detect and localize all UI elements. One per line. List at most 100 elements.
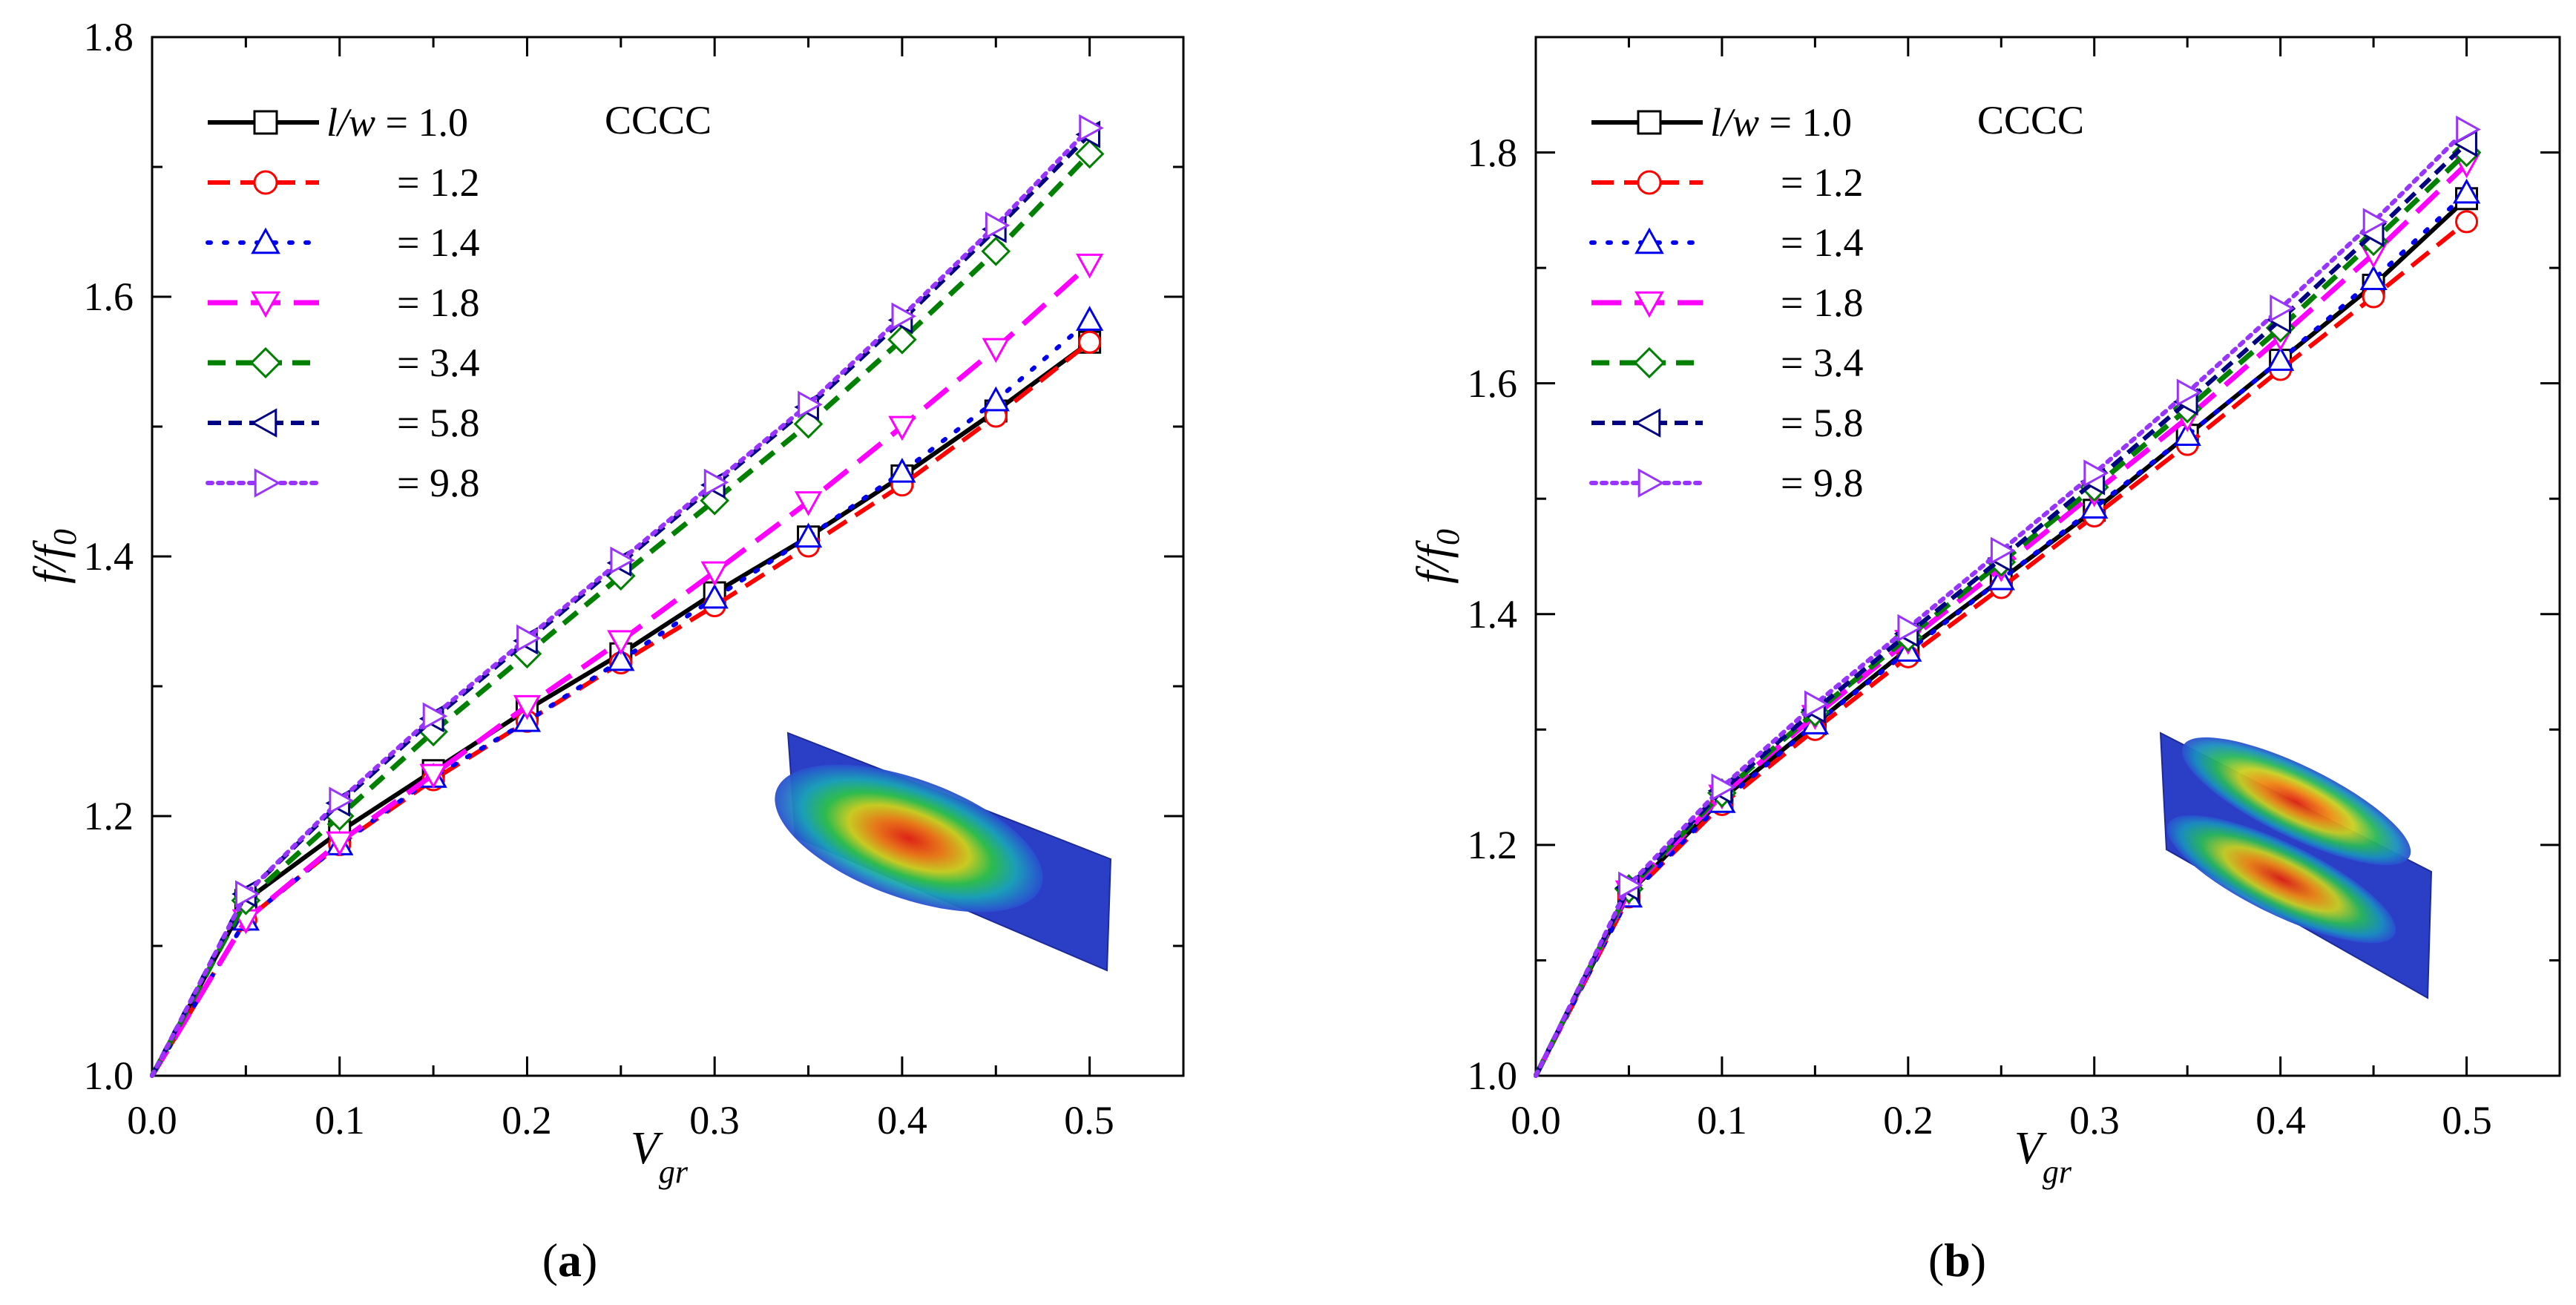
data-point-marker xyxy=(2456,115,2481,144)
y-tick-label: 1.4 xyxy=(1468,592,1518,637)
data-point-marker xyxy=(2176,378,2202,407)
y-tick-label: 1.8 xyxy=(84,15,134,59)
y-tick-label: 1.4 xyxy=(84,534,134,579)
legend-label: l/w = 1.0 xyxy=(1710,100,1852,145)
data-point-marker xyxy=(1075,253,1104,279)
y-axis-label: f/f0 xyxy=(1408,529,1466,584)
series-line xyxy=(150,125,1092,1078)
data-point-marker xyxy=(703,468,729,496)
legend-label: = 1.2 xyxy=(1781,160,1863,205)
boundary-condition-label: CCCC xyxy=(1977,98,2084,142)
legend: l/w = 1.0 = 1.2 = 1.4 = 1.8 = 3.4 = 5.8 = 9.8 xyxy=(1589,100,1863,505)
data-point-marker xyxy=(982,338,1010,364)
x-tick-label: 0.4 xyxy=(2255,1098,2306,1143)
panel-label: (b) xyxy=(1928,1234,1986,1286)
series-3.4 xyxy=(149,139,1105,1077)
legend-marker xyxy=(249,346,282,379)
data-point-marker xyxy=(985,211,1011,240)
x-tick-label: 0.3 xyxy=(689,1098,740,1143)
legend-marker xyxy=(1637,468,1665,498)
legend-item: = 5.8 xyxy=(1591,401,1863,445)
legend-item: = 3.4 xyxy=(208,341,479,385)
legend-item: = 1.8 xyxy=(208,280,479,325)
mode-shape-inset xyxy=(2159,732,2433,999)
x-tick-label: 0.0 xyxy=(127,1098,177,1143)
y-axis-ticklabels: 1.0 1.2 1.4 1.6 1.8 xyxy=(84,15,134,1098)
data-point-marker xyxy=(516,624,542,652)
x-axis-ticklabels: 0.0 0.1 0.2 0.3 0.4 0.5 xyxy=(1511,1098,2492,1143)
legend-label: = 1.4 xyxy=(397,220,479,265)
data-point-marker xyxy=(794,522,823,548)
legend-item: = 1.2 xyxy=(208,160,479,205)
legend-marker xyxy=(253,170,278,195)
legend-marker xyxy=(1637,170,1662,195)
legend-item: = 3.4 xyxy=(1591,341,1863,385)
y-tick-label: 1.8 xyxy=(1468,131,1518,175)
boundary-condition-label: CCCC xyxy=(605,98,712,142)
x-tick-label: 0.2 xyxy=(1883,1098,1933,1143)
axes-ticks xyxy=(151,36,1185,1077)
data-point-marker xyxy=(513,694,542,720)
legend-marker xyxy=(1634,408,1661,438)
data-point-marker xyxy=(982,386,1010,412)
data-point-marker xyxy=(1075,306,1104,331)
data-point-marker xyxy=(422,702,448,730)
plot-frame xyxy=(1534,36,2561,1077)
data-point-marker xyxy=(2455,210,2479,234)
legend-marker xyxy=(1633,346,1666,379)
y-tick-label: 1.2 xyxy=(1468,823,1518,867)
legend-label: = 1.4 xyxy=(1781,220,1863,265)
legend-item: = 1.8 xyxy=(1591,280,1863,325)
data-point-marker xyxy=(700,583,729,609)
series-line xyxy=(150,133,1091,1077)
x-tick-label: 0.4 xyxy=(877,1098,927,1143)
legend-label: l/w = 1.0 xyxy=(326,100,468,145)
series-1.2 xyxy=(150,330,1102,1077)
y-tick-label: 1.0 xyxy=(84,1053,134,1098)
data-point-marker xyxy=(2266,346,2295,371)
data-point-marker xyxy=(234,880,260,908)
data-point-marker xyxy=(887,324,917,355)
data-point-marker xyxy=(2452,178,2481,204)
legend-label: = 1.2 xyxy=(397,160,479,205)
legend-label: = 3.4 xyxy=(1781,341,1863,385)
x-tick-label: 0.3 xyxy=(2069,1098,2120,1143)
series-line xyxy=(150,340,1091,1077)
legend-item: = 9.8 xyxy=(1589,461,1863,505)
data-point-marker xyxy=(2270,294,2295,323)
x-axis-label: Vgr xyxy=(2014,1123,2072,1190)
data-point-marker xyxy=(513,707,542,732)
data-point-marker xyxy=(329,786,354,815)
mode-shape-inset xyxy=(775,732,1112,972)
data-point-marker xyxy=(2362,208,2388,236)
legend-marker xyxy=(1634,227,1664,254)
y-tick-label: 1.2 xyxy=(84,794,134,838)
series-9.8 xyxy=(1534,115,2481,1078)
legend-marker xyxy=(254,468,281,498)
legend: l/w = 1.0 = 1.2 = 1.4 = 1.8 = 3.4 = 5.8 = 9.8 xyxy=(206,100,479,505)
data-point-marker xyxy=(607,645,635,671)
x-tick-label: 0.1 xyxy=(1697,1098,1747,1143)
axes-ticks xyxy=(1534,36,2561,1077)
data-point-marker xyxy=(1804,690,1830,718)
data-point-marker xyxy=(700,561,729,587)
legend-label: = 9.8 xyxy=(397,461,479,505)
data-point-marker xyxy=(1078,330,1102,354)
data-point-marker xyxy=(891,302,917,330)
data-point-marker xyxy=(1990,536,2016,565)
y-tick-label: 1.6 xyxy=(84,275,134,319)
legend-marker xyxy=(1637,110,1662,135)
legend-marker xyxy=(253,110,278,135)
series-line xyxy=(1534,197,2468,1077)
data-point-marker xyxy=(2083,459,2109,487)
series-line xyxy=(149,152,1092,1077)
data-point-marker xyxy=(1897,614,1923,642)
y-tick-label: 1.0 xyxy=(1468,1053,1518,1098)
data-point-marker xyxy=(1074,139,1105,169)
series-1.8 xyxy=(150,253,1104,1077)
x-tick-label: 0.2 xyxy=(502,1098,552,1143)
data-point-marker xyxy=(794,491,823,516)
x-tick-label: 0.0 xyxy=(1511,1098,1561,1143)
legend-label: = 5.8 xyxy=(1781,401,1863,445)
